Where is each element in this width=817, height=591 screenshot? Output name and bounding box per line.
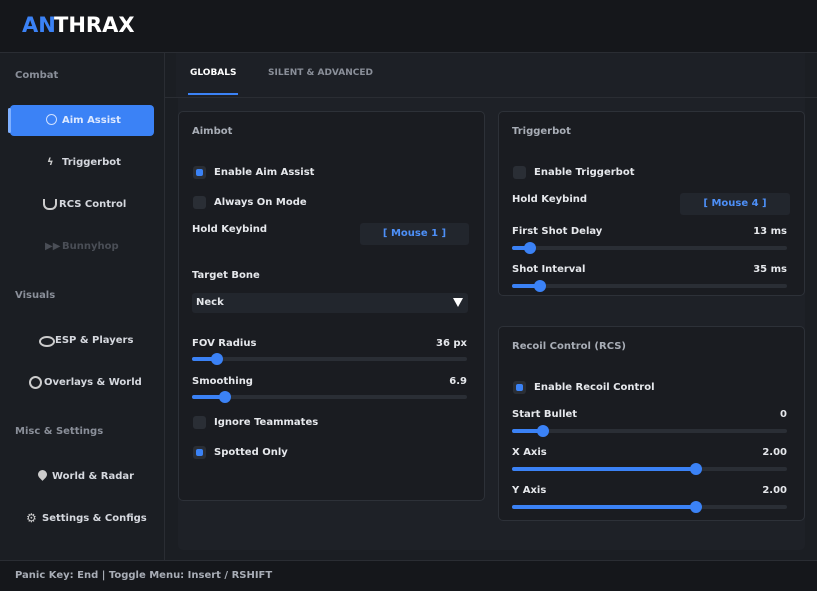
logo: THRAX [54, 13, 135, 37]
label: Y Axis [512, 485, 547, 496]
slider-value: 35 ms [753, 264, 787, 275]
label: Smoothing [192, 376, 253, 387]
slider-knob[interactable] [690, 501, 702, 513]
dropdown-arrow [453, 298, 463, 307]
icon [46, 114, 57, 125]
icon [43, 199, 57, 210]
header [0, 0, 817, 53]
checkbox-label: Ignore Teammates [214, 417, 319, 428]
card-title: Aimbot [192, 126, 233, 137]
nav-item[interactable]: RCS Control [59, 199, 127, 210]
nav-item[interactable]: Overlays & World [44, 377, 142, 388]
slider-knob[interactable] [534, 280, 546, 292]
nav-item[interactable]: Settings & Configs [42, 513, 147, 524]
checkbox[interactable] [193, 446, 206, 459]
section-title: Visuals [15, 290, 56, 301]
slider-value: 6.9 [449, 376, 467, 387]
label: Hold Keybind [512, 194, 588, 205]
logo-accent: AN [22, 13, 56, 37]
icon: ⚙ [26, 511, 37, 525]
slider-value: 13 ms [753, 226, 787, 237]
keybind-button[interactable]: [ Mouse 4 ] [680, 193, 790, 215]
slider-knob[interactable] [219, 391, 231, 403]
icon [39, 336, 55, 347]
slider-value: 2.00 [762, 447, 787, 458]
nav-item-disabled[interactable]: Bunnyhop [62, 241, 119, 252]
slider[interactable] [512, 463, 787, 475]
checkbox-label: Enable Triggerbot [534, 167, 635, 178]
checkbox-label: Always On Mode [214, 197, 307, 208]
footer-text: Panic Key: End | Toggle Menu: Insert / R… [15, 570, 273, 581]
slider-knob[interactable] [524, 242, 536, 254]
tab-bar [176, 53, 805, 97]
slider-fill [512, 467, 696, 471]
checkbox[interactable] [513, 166, 526, 179]
slider[interactable] [512, 280, 787, 292]
nav-item[interactable]: World & Radar [52, 471, 135, 482]
sidebar [0, 53, 165, 560]
tab-underline [188, 93, 238, 95]
slider-knob[interactable] [690, 463, 702, 475]
slider-fill [192, 395, 225, 399]
label: Target Bone [192, 270, 260, 281]
slider-value: 36 px [435, 338, 467, 349]
slider-fill [192, 357, 217, 361]
slider[interactable] [192, 353, 467, 365]
card [498, 326, 805, 521]
label: Shot Interval [512, 264, 586, 275]
label: Start Bullet [512, 409, 578, 420]
keybind-button[interactable]: [ Mouse 1 ] [360, 223, 469, 245]
label: Hold Keybind [192, 224, 268, 235]
select[interactable] [192, 293, 468, 313]
divider [165, 97, 817, 98]
label: X Axis [512, 447, 547, 458]
checkbox[interactable] [193, 166, 206, 179]
tab[interactable]: SILENT & ADVANCED [268, 68, 374, 78]
checkbox-label: Spotted Only [214, 447, 288, 458]
slider[interactable] [192, 391, 467, 403]
slider-knob[interactable] [211, 353, 223, 365]
section-title: Misc & Settings [15, 426, 104, 437]
slider-value: 2.00 [762, 485, 787, 496]
tab-active[interactable]: GLOBALS [190, 68, 237, 78]
checkbox[interactable] [513, 381, 526, 394]
slider[interactable] [512, 425, 787, 437]
icon [29, 376, 42, 389]
checkbox[interactable] [193, 416, 206, 429]
checkbox-label: Enable Recoil Control [534, 382, 655, 393]
footer [0, 560, 817, 591]
nav-indicator [8, 108, 11, 133]
slider-fill [512, 429, 543, 433]
checkbox[interactable] [193, 196, 206, 209]
card-title: Triggerbot [512, 126, 571, 137]
icon: ϟ [47, 157, 54, 168]
slider-fill [512, 284, 540, 288]
slider-value: 0 [780, 409, 787, 420]
label: FOV Radius [192, 338, 257, 349]
select-value: Neck [196, 297, 224, 308]
slider-fill [512, 505, 696, 509]
checkbox-label: Enable Aim Assist [214, 167, 315, 178]
section-title: Combat [15, 70, 59, 81]
slider[interactable] [512, 501, 787, 513]
card-title: Recoil Control (RCS) [512, 341, 627, 352]
nav-item[interactable]: Triggerbot [62, 157, 121, 168]
nav-item[interactable]: ESP & Players [55, 335, 134, 346]
slider-fill [512, 246, 530, 250]
icon: ▶▶ [45, 241, 61, 252]
nav-active[interactable] [10, 105, 154, 136]
label: First Shot Delay [512, 226, 603, 237]
slider-knob[interactable] [537, 425, 549, 437]
slider[interactable] [512, 242, 787, 254]
nav-item[interactable]: Aim Assist [62, 115, 121, 126]
